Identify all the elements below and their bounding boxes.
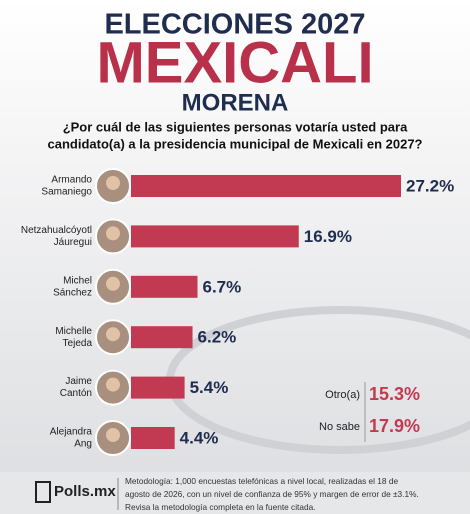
- avatar-face: [106, 327, 120, 342]
- category-label: Netzahualcóyotl: [21, 225, 92, 236]
- subtitle: MEXICALI: [96, 30, 373, 95]
- bar: [131, 225, 299, 248]
- source: Polls.mx: [54, 483, 116, 500]
- category-label: Michelle: [55, 326, 92, 337]
- bar: [131, 376, 185, 399]
- question: ¿Por cuál de las siguientes personas vot…: [63, 119, 408, 134]
- logo-icon: [35, 481, 51, 503]
- category-label: Michel: [63, 275, 92, 286]
- avatar-face: [106, 377, 120, 392]
- category-label: Jaime: [65, 376, 92, 387]
- party: MORENA: [182, 89, 289, 116]
- extra-category: No sabe: [319, 421, 360, 433]
- category-label: Jáuregui: [54, 237, 92, 248]
- avatar-face: [106, 176, 120, 190]
- avatar-face: [106, 226, 120, 241]
- value-label: 5.4%: [190, 378, 229, 397]
- value-label: 4.4%: [180, 428, 219, 447]
- title: ELECCIONES 2027: [104, 9, 365, 41]
- bar: [131, 427, 175, 449]
- category-label: Samaniego: [41, 187, 92, 198]
- category-label: Armando: [51, 175, 92, 186]
- methodology: Metodología: 1,000 encuestas telefónicas…: [125, 476, 398, 486]
- value-label: 6.7%: [203, 277, 242, 296]
- avatar-face: [106, 276, 120, 291]
- bar: [131, 275, 198, 298]
- category-label: Alejandra: [50, 427, 93, 438]
- bar: [131, 175, 401, 197]
- extra-value: 15.3%: [369, 384, 420, 404]
- extra-value: 17.9%: [369, 416, 420, 436]
- avatar-face: [106, 428, 120, 442]
- footer-bg: [0, 472, 470, 514]
- category-label: Cantón: [60, 388, 92, 399]
- bar: [131, 326, 193, 349]
- category-label: Ang: [74, 439, 92, 450]
- methodology: agosto de 2026, con un nivel de confianz…: [125, 489, 419, 499]
- methodology: Revisa la metodología completa en la fue…: [125, 502, 315, 512]
- question: candidato(a) a la presidencia municipal …: [48, 136, 423, 151]
- value-label: 27.2%: [406, 176, 454, 195]
- category-label: Tejeda: [63, 338, 93, 349]
- value-label: 16.9%: [304, 227, 352, 246]
- category-label: Sánchez: [53, 287, 92, 298]
- value-label: 6.2%: [198, 328, 237, 347]
- extra-category: Otro(a): [325, 389, 360, 401]
